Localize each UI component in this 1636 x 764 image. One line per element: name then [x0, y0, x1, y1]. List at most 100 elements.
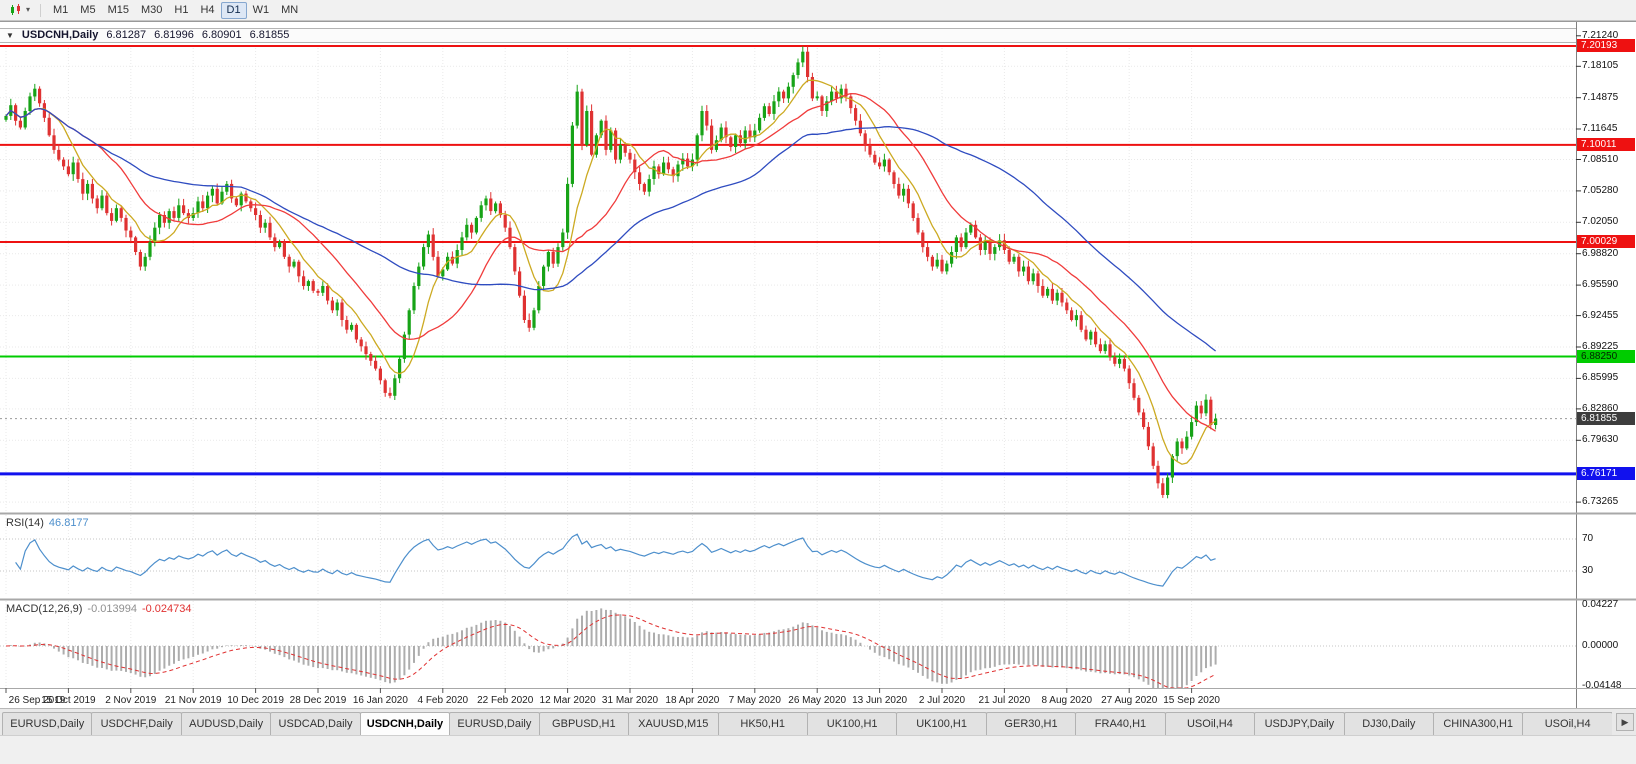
horizontal-level-lines[interactable]	[0, 45, 1576, 476]
status-bar	[0, 735, 1636, 764]
candlesticks	[4, 46, 1218, 499]
price-tick-label: 7.14875	[1582, 91, 1619, 103]
timeframe-button-m5[interactable]: M5	[74, 2, 101, 19]
price-tick-label: 7.08510	[1582, 153, 1619, 165]
macd-indicator-label: MACD(12,26,9) -0.013994 -0.024734	[6, 603, 192, 615]
date-tick-label: 26 May 2020	[788, 695, 847, 706]
timeframes-toolbar: ▾ M1 M5 M15 M30 H1 H4 D1 W1 MN	[0, 0, 1636, 21]
timeframe-button-d1[interactable]: D1	[220, 1, 247, 19]
chart-tab-audusd-daily[interactable]: AUDUSD,Daily	[180, 712, 272, 735]
chart-tab-china300-h1[interactable]: CHINA300,H1	[1433, 712, 1524, 735]
price-tick-label: 7.05280	[1582, 184, 1619, 196]
timeframe-button-m1[interactable]: M1	[47, 2, 74, 19]
date-tick-label: 22 Feb 2020	[477, 695, 534, 706]
chart-tab-uk100-h1[interactable]: UK100,H1	[806, 712, 898, 735]
current-price-badge: 6.81855	[1577, 412, 1635, 426]
ma-line-20	[5, 92, 1216, 432]
chart-tab-hk50-h1[interactable]: HK50,H1	[717, 712, 808, 735]
date-tick-label: 2 Jul 2020	[918, 695, 966, 706]
chart-tab-ger30-h1[interactable]: GER30,H1	[985, 712, 1077, 735]
date-tick-label: 12 Mar 2020	[539, 695, 596, 706]
chart-type-button[interactable]: ▾	[4, 2, 34, 19]
chart-tab-dj30-daily[interactable]: DJ30,Daily	[1343, 712, 1434, 735]
chart-info-bar[interactable]: ▼ USDCNH,Daily 6.81287 6.81996 6.80901 6…	[0, 28, 1576, 43]
chart-tab-usdcad-daily[interactable]: USDCAD,Daily	[270, 712, 361, 735]
macd-signal-value: -0.024734	[141, 603, 192, 615]
low-value: 6.80901	[201, 29, 242, 41]
date-tick-label: 18 Apr 2020	[665, 695, 720, 706]
price-tick-label: 7.02050	[1582, 216, 1619, 228]
date-tick-label: 27 Aug 2020	[1101, 695, 1158, 706]
chart-tab-fra40-h1[interactable]: FRA40,H1	[1075, 712, 1166, 735]
chart-menu-caret-icon: ▾	[26, 5, 31, 14]
time-axis[interactable]: 26 Sep 2019 15 Oct 2019 2 Nov 2019 21 Nov 2…	[0, 692, 1576, 709]
open-value: 6.81287	[106, 29, 147, 41]
date-tick-label: 28 Dec 2019	[289, 695, 347, 706]
high-value: 6.81996	[154, 29, 194, 41]
macd-name: MACD(12,26,9)	[6, 603, 83, 615]
date-tick-label: 21 Nov 2019	[164, 695, 222, 706]
price-tick-label: 6.89225	[1582, 340, 1619, 352]
price-tick-label: 6.95590	[1582, 279, 1619, 291]
macd-tick-label: 0.04227	[1582, 598, 1619, 610]
resistance-level-badge: 7.00029	[1577, 235, 1635, 249]
timeframe-button-h4[interactable]: H4	[194, 2, 220, 19]
resistance-level-badge: 7.20193	[1577, 39, 1635, 53]
chart-frame	[0, 22, 1636, 709]
grid-lines	[0, 35, 1576, 688]
timeframe-button-m15[interactable]: M15	[102, 2, 135, 19]
price-tick-label: 6.82860	[1582, 402, 1619, 414]
price-tick-label: 6.92455	[1582, 309, 1619, 321]
chart-tab-xauusd-m15[interactable]: XAUUSD,M15	[628, 712, 719, 735]
rsi-value: 46.8177	[48, 517, 89, 529]
chart-tab-usdcnh-daily[interactable]: USDCNH,Daily	[359, 712, 451, 735]
date-tick-label: 15 Sep 2020	[1163, 695, 1220, 706]
tab-scroll-right-button[interactable]: ▶	[1616, 713, 1634, 731]
date-tick-label: 8 Aug 2020	[1041, 695, 1093, 706]
price-tick-label: 6.98820	[1582, 247, 1619, 259]
price-axis[interactable]: 7.21240 7.18105 7.14875 7.11645 7.08510 7.052…	[1577, 22, 1636, 709]
macd-tick-label: -0.04148	[1582, 680, 1622, 692]
price-tick-label: 7.18105	[1582, 60, 1619, 72]
rsi-tick-label: 70	[1582, 533, 1594, 544]
macd-main-value: -0.013994	[87, 603, 137, 615]
timeframe-button-mn[interactable]: MN	[275, 2, 304, 19]
candlestick-chart-icon	[11, 4, 20, 15]
symbol-dropdown-icon[interactable]: ▼	[6, 31, 14, 40]
chart-tab-uk100-h1[interactable]: UK100,H1	[896, 712, 987, 735]
rsi-tick-label: 30	[1582, 565, 1594, 576]
chart-tab-usdjpy-daily[interactable]: USDJPY,Daily	[1254, 712, 1345, 735]
timeframe-button-m30[interactable]: M30	[135, 2, 168, 19]
macd-tick-label: 0.00000	[1582, 640, 1619, 651]
chart-tabs: EURUSD,Daily USDCHF,Daily AUDUSD,Daily USDC…	[0, 712, 1612, 735]
price-tick-label: 6.79630	[1582, 434, 1619, 446]
resistance-level-badge: 7.10011	[1577, 138, 1635, 152]
ma-line-50	[5, 107, 1216, 352]
rsi-line	[15, 533, 1216, 587]
macd-histogram	[9, 608, 1217, 688]
date-tick-label: 4 Feb 2020	[417, 695, 469, 706]
toolbar-separator	[40, 3, 42, 17]
macd-signal-line	[5, 614, 1216, 689]
chart-tab-gbpusd-h1[interactable]: GBPUSD,H1	[538, 712, 630, 735]
support-level-badge: 6.76171	[1577, 467, 1635, 481]
timeframe-button-h1[interactable]: H1	[168, 2, 194, 19]
date-tick-label: 21 Jul 2020	[978, 695, 1031, 706]
chart-tab-eurusd-daily[interactable]: EURUSD,Daily	[2, 712, 93, 735]
price-tick-label: 6.73265	[1582, 496, 1619, 508]
date-tick-label: 10 Dec 2019	[227, 695, 284, 706]
date-tick-label: 31 Mar 2020	[601, 695, 659, 706]
timeframe-button-w1[interactable]: W1	[247, 2, 276, 19]
chart-tab-usoil-h4[interactable]: USOil,H4	[1164, 712, 1256, 735]
chart-tab-usoil-h4[interactable]: USOil,H4	[1522, 712, 1612, 735]
chart-tab-bar: EURUSD,Daily USDCHF,Daily AUDUSD,Daily USDC…	[0, 708, 1636, 735]
close-value: 6.81855	[249, 29, 290, 41]
chart-tab-eurusd-daily[interactable]: EURUSD,Daily	[449, 712, 540, 735]
chart-tab-usdchf-daily[interactable]: USDCHF,Daily	[91, 712, 182, 735]
price-tick-label: 7.11645	[1582, 123, 1618, 135]
price-chart-canvas[interactable]	[0, 22, 1636, 709]
date-tick-label: 2 Nov 2019	[105, 695, 157, 706]
price-tick-label: 6.85995	[1582, 372, 1619, 384]
date-tick-label: 15 Oct 2019	[41, 695, 96, 706]
